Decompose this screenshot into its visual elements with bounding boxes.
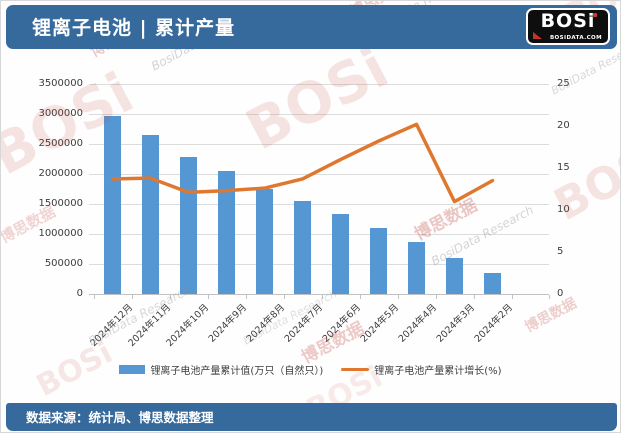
y-gridline	[89, 114, 549, 115]
x-axis-tick	[321, 295, 323, 299]
bar-2024年3月	[446, 257, 463, 294]
bar-2024年2月	[484, 272, 501, 294]
right-axis-tick-label: 0	[557, 288, 564, 299]
legend-bar-label: 锂离子电池产量累计值(万只（自然只）)	[150, 365, 324, 377]
left-axis-tick-label: 500000	[44, 258, 83, 269]
bar-2024年9月	[218, 171, 235, 294]
bar-2024年11月	[142, 135, 159, 294]
bar-2024年10月	[180, 156, 197, 294]
legend-line-label: 锂离子电池产量累计增长(%)	[374, 365, 502, 377]
legend-item-growth: 锂离子电池产量累计增长(%)	[341, 362, 502, 377]
left-axis-tick-label: 1500000	[38, 198, 83, 209]
page-title: 锂离子电池 | 累计产量	[32, 17, 236, 39]
x-axis-line	[89, 294, 549, 295]
left-axis-tick-label: 0	[76, 288, 83, 299]
left-axis-tick-label: 2500000	[38, 138, 83, 149]
y-gridline	[89, 264, 549, 265]
bar-2024年6月	[332, 214, 349, 294]
right-axis-tick-label: 10	[557, 204, 570, 215]
x-axis-tick	[473, 295, 475, 299]
left-axis-tick-label: 1000000	[38, 228, 83, 239]
x-axis-tick	[511, 295, 513, 299]
bosi-logo-text: BOSi	[540, 10, 596, 32]
x-axis-label: 2024年8月	[244, 302, 288, 345]
growth-line-path	[110, 122, 495, 204]
bar-2024年12月	[104, 116, 121, 294]
x-axis-tick	[207, 295, 209, 299]
x-axis-tick	[549, 295, 550, 299]
x-axis-tick	[245, 295, 247, 299]
x-axis-tick	[435, 295, 437, 299]
bar-2024年8月	[256, 189, 273, 294]
right-axis-tick-label: 5	[557, 246, 564, 257]
x-axis-label: 2024年3月	[434, 302, 478, 345]
logo-red-dot-icon	[593, 13, 597, 17]
bar-2024年7月	[294, 201, 311, 294]
left-axis-tick-label: 3500000	[38, 78, 83, 89]
data-source-note: 数据来源：统计局、博思数据整理	[26, 410, 214, 425]
footer-bar: 数据来源：统计局、博思数据整理	[6, 403, 617, 431]
logo-red-flag-icon	[533, 32, 542, 39]
bar-2024年4月	[408, 241, 425, 294]
x-axis-label: 2024年4月	[396, 302, 440, 345]
legend-bar-swatch-icon	[119, 364, 146, 374]
bosi-logo: BOSi BOSIDATA.COM	[526, 8, 610, 45]
header-bar: 锂离子电池 | 累计产量 BOSi BOSIDATA.COM	[6, 5, 617, 49]
y-gridline	[89, 234, 549, 235]
legend-line-swatch-icon	[341, 367, 370, 371]
right-axis-tick-label: 25	[557, 78, 570, 89]
right-axis-tick-label: 15	[557, 162, 570, 173]
chart-legend: 锂离子电池产量累计值(万只（自然只）) 锂离子电池产量累计增长(%)	[1, 361, 620, 377]
left-axis-tick-label: 2000000	[38, 168, 83, 179]
legend-item-production: 锂离子电池产量累计值(万只（自然只）)	[119, 362, 323, 377]
bar-2024年5月	[370, 227, 387, 294]
x-axis-tick	[359, 295, 361, 299]
x-axis-label: 2024年9月	[206, 302, 250, 345]
x-axis-label: 2024年6月	[320, 302, 364, 345]
y-gridline	[89, 204, 549, 205]
bosi-logo-domain: BOSIDATA.COM	[549, 35, 602, 41]
right-axis-tick-label: 20	[557, 120, 570, 131]
x-axis-label: 2024年5月	[358, 302, 402, 345]
x-axis-tick	[93, 295, 95, 299]
x-axis-tick	[283, 295, 285, 299]
x-axis-tick	[169, 295, 171, 299]
x-axis-label: 2024年7月	[282, 302, 326, 345]
x-axis-label: 2024年2月	[472, 302, 516, 345]
x-axis-tick	[397, 295, 399, 299]
x-axis-tick	[131, 295, 133, 299]
left-axis-tick-label: 3000000	[38, 108, 83, 119]
y-gridline	[89, 84, 549, 85]
